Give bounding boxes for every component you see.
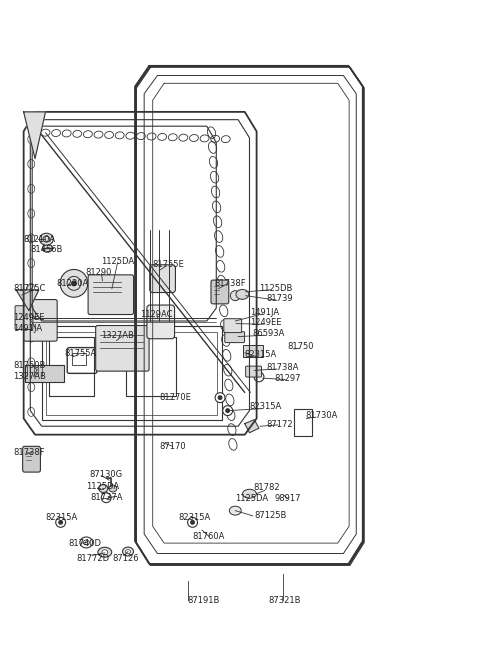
FancyBboxPatch shape (224, 319, 241, 333)
Text: 81750: 81750 (288, 343, 314, 352)
Text: 1327AB: 1327AB (13, 371, 46, 381)
Circle shape (217, 395, 223, 400)
Ellipse shape (242, 489, 256, 498)
Circle shape (225, 408, 230, 413)
Text: 81456B: 81456B (30, 245, 63, 254)
Text: 81738A: 81738A (266, 364, 299, 372)
Text: 87191B: 87191B (188, 596, 220, 605)
FancyBboxPatch shape (150, 265, 175, 293)
Text: 81782: 81782 (253, 483, 280, 493)
Circle shape (215, 393, 225, 403)
Text: 82315A: 82315A (179, 514, 211, 522)
Ellipse shape (122, 547, 133, 556)
Ellipse shape (42, 244, 52, 252)
Text: 81738F: 81738F (13, 448, 45, 457)
Text: 1125DA: 1125DA (235, 494, 268, 503)
Text: 81755A: 81755A (64, 349, 96, 358)
Text: 98917: 98917 (274, 494, 300, 503)
Polygon shape (245, 420, 259, 433)
Ellipse shape (126, 550, 131, 553)
FancyBboxPatch shape (211, 280, 229, 304)
Circle shape (71, 280, 77, 286)
Text: 81290: 81290 (86, 268, 112, 277)
Text: 87125B: 87125B (254, 512, 287, 520)
FancyBboxPatch shape (96, 326, 149, 371)
Ellipse shape (99, 485, 108, 493)
Text: 82315A: 82315A (46, 514, 78, 522)
Text: 81755E: 81755E (152, 260, 184, 269)
Text: 87321B: 87321B (268, 596, 301, 605)
Ellipse shape (39, 233, 53, 245)
FancyBboxPatch shape (243, 345, 263, 357)
Text: 82315A: 82315A (250, 402, 282, 411)
FancyBboxPatch shape (24, 299, 57, 341)
FancyBboxPatch shape (225, 331, 244, 343)
Polygon shape (24, 112, 46, 159)
Text: 81725C: 81725C (13, 284, 46, 293)
Text: 81297: 81297 (274, 373, 300, 383)
Text: 1125DA: 1125DA (101, 257, 134, 266)
Text: 1125DB: 1125DB (259, 284, 292, 293)
Ellipse shape (229, 506, 241, 515)
FancyBboxPatch shape (147, 305, 175, 339)
Text: 1249EE: 1249EE (13, 313, 45, 322)
Text: 87170: 87170 (159, 442, 186, 451)
Text: 1491JA: 1491JA (251, 308, 279, 317)
Text: 81740D: 81740D (68, 538, 101, 548)
Circle shape (56, 517, 66, 527)
Ellipse shape (98, 547, 112, 557)
Circle shape (230, 291, 240, 301)
Text: 87130G: 87130G (90, 470, 123, 479)
Text: 81737A: 81737A (91, 493, 123, 502)
Text: 81770E: 81770E (159, 393, 191, 402)
Text: 1125DA: 1125DA (86, 482, 119, 491)
Text: 81230A: 81230A (56, 279, 88, 288)
Polygon shape (16, 290, 39, 310)
Text: 81739: 81739 (266, 295, 293, 303)
Ellipse shape (109, 485, 117, 492)
Circle shape (60, 269, 88, 297)
Text: 87172: 87172 (266, 421, 293, 430)
FancyBboxPatch shape (15, 306, 33, 329)
Ellipse shape (102, 550, 108, 555)
FancyBboxPatch shape (88, 275, 133, 314)
Text: 1249EE: 1249EE (251, 318, 282, 328)
Text: 1491JA: 1491JA (13, 324, 42, 333)
Circle shape (190, 520, 195, 525)
Text: 82315A: 82315A (245, 350, 277, 360)
Text: 81760A: 81760A (192, 532, 225, 541)
Text: 81750B: 81750B (13, 361, 46, 369)
Text: 81210A: 81210A (24, 234, 56, 244)
Text: 81772D: 81772D (76, 553, 109, 563)
FancyBboxPatch shape (24, 365, 64, 383)
FancyBboxPatch shape (246, 366, 262, 377)
Circle shape (223, 405, 233, 415)
Text: 81738F: 81738F (215, 279, 246, 288)
Text: 86593A: 86593A (253, 329, 285, 339)
Ellipse shape (236, 290, 249, 299)
Circle shape (188, 517, 197, 527)
Text: 87126: 87126 (112, 553, 139, 563)
Circle shape (58, 520, 63, 525)
FancyBboxPatch shape (23, 446, 40, 472)
Text: 1129AC: 1129AC (140, 310, 173, 319)
Text: 81730A: 81730A (305, 411, 338, 421)
Text: 1327AB: 1327AB (101, 331, 134, 340)
